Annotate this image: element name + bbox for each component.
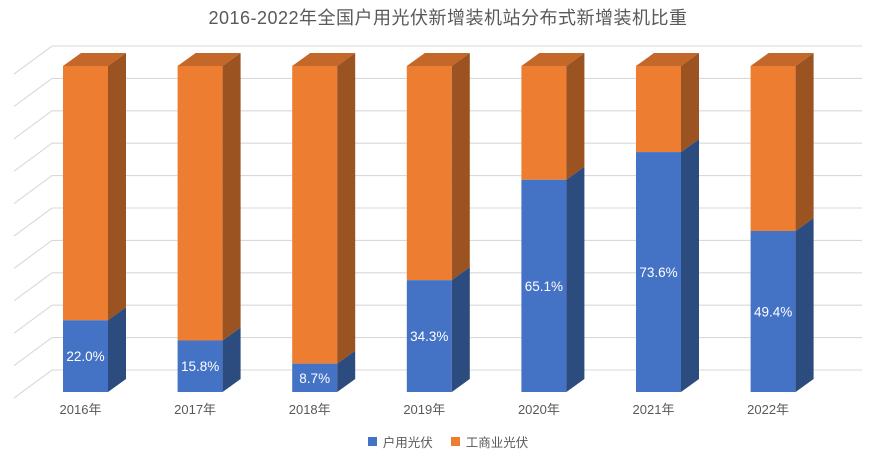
gridline-60pct xyxy=(13,175,862,205)
bar-top-face-2016年 xyxy=(63,53,126,66)
bar-segment-residential-front-2022年 xyxy=(750,230,796,392)
data-label-2021年: 73.6% xyxy=(639,265,677,280)
bar-segment-residential-front-2017年 xyxy=(177,340,223,392)
bar-segment-commercial-front-2020年 xyxy=(521,66,567,180)
bar-segment-residential-side-2016年 xyxy=(108,307,126,392)
bar-segment-commercial-side-2018年 xyxy=(337,53,356,364)
gridline-0pct xyxy=(13,369,862,399)
gridline-40pct xyxy=(13,239,862,269)
data-label-2020年: 65.1% xyxy=(525,279,563,294)
data-label-2022年: 49.4% xyxy=(754,304,792,319)
bar-top-face-2017年 xyxy=(177,53,241,66)
legend-item-commercial-pv: 工商业光伏 xyxy=(450,432,529,451)
bar-segment-residential-side-2022年 xyxy=(795,217,814,392)
gridline-10pct xyxy=(13,337,862,367)
legend-label-commercial-pv: 工商业光伏 xyxy=(465,436,529,450)
bar-segment-residential-front-2019年 xyxy=(406,280,452,392)
bar-segment-commercial-side-2021年 xyxy=(681,53,699,153)
gridline-50pct xyxy=(13,207,862,237)
bar-segment-commercial-front-2021年 xyxy=(636,66,681,153)
gridline-90pct xyxy=(13,77,862,107)
data-label-2016年: 22.0% xyxy=(66,349,104,364)
bar-top-face-2020年 xyxy=(521,53,585,66)
bar-top-face-2022年 xyxy=(750,53,814,66)
bar-segment-residential-side-2019年 xyxy=(451,267,470,392)
bar-segment-residential-front-2021年 xyxy=(636,152,681,392)
data-label-2017年: 15.8% xyxy=(181,359,219,374)
bar-segment-commercial-side-2019年 xyxy=(451,53,470,281)
chart-title: 2016-2022年全国户用光伏新增装机站分布式新增装机比重 xyxy=(208,8,688,28)
category-label-2018年: 2018年 xyxy=(289,402,331,417)
bar-segment-commercial-front-2022年 xyxy=(750,66,796,231)
category-label-2020年: 2020年 xyxy=(518,402,560,417)
category-label-2016年: 2016年 xyxy=(60,402,102,417)
bar-segment-commercial-front-2016年 xyxy=(63,66,108,321)
bar-top-face-2021年 xyxy=(636,53,699,66)
bar-segment-commercial-side-2017年 xyxy=(222,53,241,341)
bar-segment-residential-side-2021年 xyxy=(681,139,699,392)
legend: 户用光伏 工商业光伏 xyxy=(0,432,896,451)
gridline-20pct xyxy=(13,304,862,334)
bar-segment-commercial-side-2020年 xyxy=(566,53,585,180)
data-label-2018年: 8.7% xyxy=(299,371,330,386)
bar-top-face-2019年 xyxy=(406,53,470,66)
gridline-30pct xyxy=(13,272,862,302)
bar-segment-residential-side-2017年 xyxy=(222,327,241,392)
bar-segment-residential-side-2018年 xyxy=(337,350,356,392)
legend-label-residential-pv: 户用光伏 xyxy=(382,436,433,450)
bar-top-face-2018年 xyxy=(292,53,356,66)
bar-segment-commercial-front-2019年 xyxy=(406,66,452,281)
gridline-80pct xyxy=(13,110,862,140)
legend-swatch-commercial-icon xyxy=(450,437,460,446)
legend-item-residential-pv: 户用光伏 xyxy=(367,432,433,451)
category-label-2021年: 2021年 xyxy=(633,402,675,417)
bar-segment-commercial-front-2017年 xyxy=(177,66,223,341)
gridline-70pct xyxy=(13,142,862,172)
bar-segment-residential-front-2020年 xyxy=(521,179,567,392)
bar-segment-residential-front-2016年 xyxy=(63,320,108,392)
bar-segment-commercial-front-2018年 xyxy=(292,66,338,364)
category-label-2019年: 2019年 xyxy=(403,402,445,417)
category-label-2017年: 2017年 xyxy=(174,402,216,417)
gridline-100pct xyxy=(13,45,862,75)
legend-swatch-residential-icon xyxy=(367,437,377,446)
bar-segment-residential-front-2018年 xyxy=(292,363,338,392)
bar-segment-residential-side-2020年 xyxy=(566,166,585,392)
bar-segment-commercial-side-2016年 xyxy=(108,53,126,321)
data-label-2019年: 34.3% xyxy=(410,329,448,344)
bar-segment-commercial-side-2022年 xyxy=(795,53,814,231)
category-label-2022年: 2022年 xyxy=(747,402,789,417)
